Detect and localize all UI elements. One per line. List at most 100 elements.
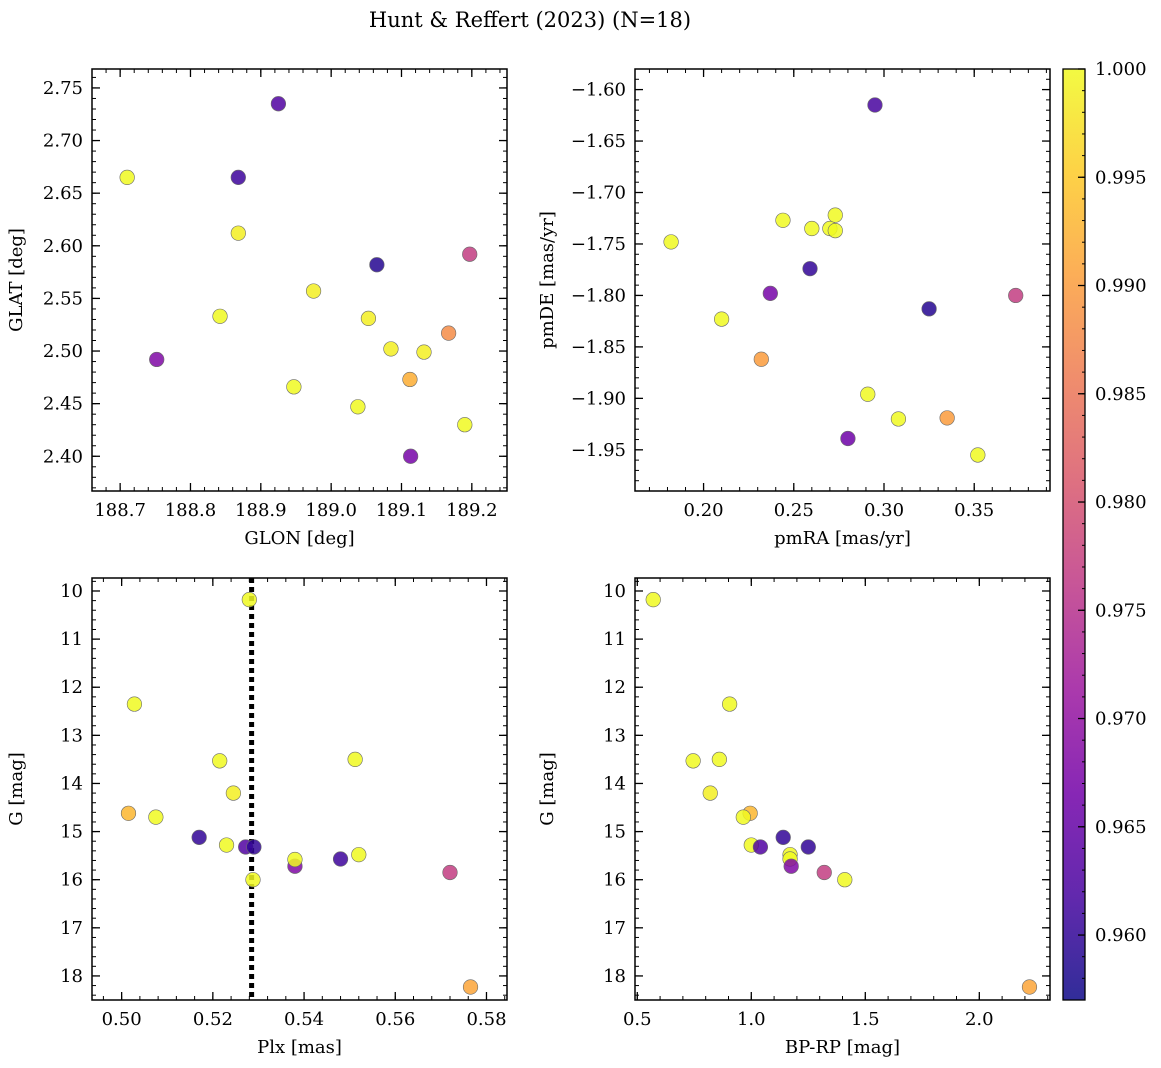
scatter-points	[120, 592, 479, 995]
y-tick-label: −1.60	[571, 80, 626, 101]
scatter-point	[816, 864, 832, 881]
axes-frame	[634, 577, 1051, 1001]
panel-2: 0.20 0.25 0.30 0.35 −1.95 −1.90 −1.85 −1.80 −1.7…	[537, 68, 1051, 549]
y-axis-label: GLAT [deg]	[6, 228, 27, 332]
y-tick-label: 15	[60, 822, 83, 843]
panel-1: 188.7 188.8 188.9 189.0 189.1 189.2 2.40 2.45 2.…	[6, 68, 508, 549]
scatter-point	[685, 753, 701, 769]
scatter-point	[245, 872, 261, 888]
panels: 188.7 188.8 188.9 189.0 189.1 189.2 2.40 2.45 2.…	[6, 68, 1051, 1058]
scatter-point	[369, 257, 385, 273]
x-tick-label: 188.7	[94, 500, 146, 521]
y-tick-label: 15	[603, 822, 626, 843]
y-tick-label: −1.80	[571, 285, 626, 306]
scatter-point	[735, 809, 751, 825]
colorbar-tick-label: 0.985	[1095, 384, 1147, 405]
scatter-point	[416, 344, 432, 360]
scatter-point	[286, 379, 302, 395]
y-tick-label: 10	[603, 581, 626, 602]
scatter-point	[702, 785, 718, 801]
y-tick-label: 14	[603, 773, 626, 794]
x-tick-label: 0.58	[466, 1009, 506, 1030]
scatter-point	[804, 220, 820, 237]
scatter-point	[287, 851, 303, 868]
scatter-point	[837, 872, 853, 888]
scatter-point	[939, 410, 955, 426]
scatter-point	[441, 325, 457, 341]
x-tick-label: 1.0	[737, 1009, 766, 1030]
scatter-point	[212, 308, 228, 324]
scatter-point	[148, 809, 164, 825]
x-axis-label: GLON [deg]	[244, 528, 354, 549]
y-tick-label: 11	[603, 629, 626, 650]
y-tick-label: 2.70	[43, 131, 83, 152]
colorbar-tick-label: 0.960	[1095, 925, 1147, 946]
scatter-points	[119, 96, 478, 464]
y-tick-label: 12	[60, 677, 83, 698]
scatter-point	[126, 696, 143, 712]
y-axis-label: G [mag]	[6, 752, 27, 825]
x-tick-label: 0.35	[954, 500, 994, 521]
scatter-point	[800, 839, 816, 855]
scatter-point	[351, 847, 367, 863]
x-tick-label: 1.5	[851, 1009, 880, 1030]
scatter-point	[860, 386, 876, 402]
y-tick-label: −1.70	[571, 183, 626, 204]
scatter-point	[762, 285, 778, 301]
y-tick-label: 2.65	[43, 183, 83, 204]
y-tick-label: 2.45	[43, 394, 83, 415]
minor-ticks	[91, 69, 507, 491]
scatter-point	[305, 283, 322, 299]
scatter-point	[753, 351, 769, 367]
scatter-point	[462, 246, 478, 262]
colorbar-tick-label: 0.995	[1095, 167, 1147, 188]
scatter-point	[752, 839, 769, 855]
scatter-point	[402, 371, 418, 388]
scatter-point	[827, 222, 843, 239]
y-tick-label: 10	[60, 581, 83, 602]
x-axis-label: BP-RP [mag]	[785, 1037, 900, 1058]
major-ticks	[92, 578, 507, 1000]
axes-frame	[91, 68, 508, 492]
scatter-point	[827, 207, 843, 223]
scatter-point	[230, 169, 246, 185]
x-tick-label: 0.30	[864, 500, 904, 521]
major-ticks	[92, 69, 507, 491]
y-tick-label: 12	[603, 677, 626, 698]
scatter-point	[867, 97, 883, 113]
panel-3: 0.50 0.52 0.54 0.56 0.58 10 11 12 13 14 15 16 17 18 Pl…	[6, 577, 508, 1058]
x-tick-label: 0.56	[375, 1009, 415, 1030]
minor-ticks	[92, 578, 507, 1000]
scatter-point	[241, 592, 257, 608]
colorbar-gradient	[1063, 69, 1085, 1000]
y-tick-label: 2.75	[43, 78, 83, 99]
x-tick-label: 0.5	[623, 1009, 652, 1030]
x-tick-label: 0.54	[284, 1009, 324, 1030]
scatter-point	[840, 430, 856, 447]
major-ticks	[635, 69, 1050, 491]
axes-frame	[634, 68, 1051, 492]
x-tick-label: 0.20	[684, 500, 724, 521]
scatter-point	[212, 753, 228, 769]
x-tick-label: 188.9	[235, 500, 287, 521]
y-tick-label: −1.85	[571, 337, 626, 358]
colorbar-tick-label: 1.000	[1095, 59, 1147, 80]
panel-4: 0.5 1.0 1.5 2.0 10 11 12 13 14 15 16 17 18 BP-RP [mag…	[537, 577, 1051, 1058]
y-tick-label: 11	[60, 629, 83, 650]
scatter-point	[225, 785, 241, 801]
y-tick-label: 18	[60, 966, 83, 987]
scatter-point	[246, 839, 262, 855]
scatter-point	[270, 96, 286, 112]
x-axis-label: Plx [mas]	[257, 1037, 342, 1058]
scatter-point	[1008, 287, 1024, 304]
y-axis-label: G [mag]	[537, 752, 558, 825]
y-axis-label: pmDE [mas/yr]	[537, 211, 558, 349]
scatter-point	[1021, 979, 1038, 995]
scatter-point	[332, 851, 349, 867]
scatter-point	[383, 341, 399, 357]
y-tick-label: −1.90	[571, 388, 626, 409]
scatter-point	[403, 448, 419, 464]
scatter-point	[663, 234, 679, 250]
x-tick-label: 189.2	[446, 500, 498, 521]
